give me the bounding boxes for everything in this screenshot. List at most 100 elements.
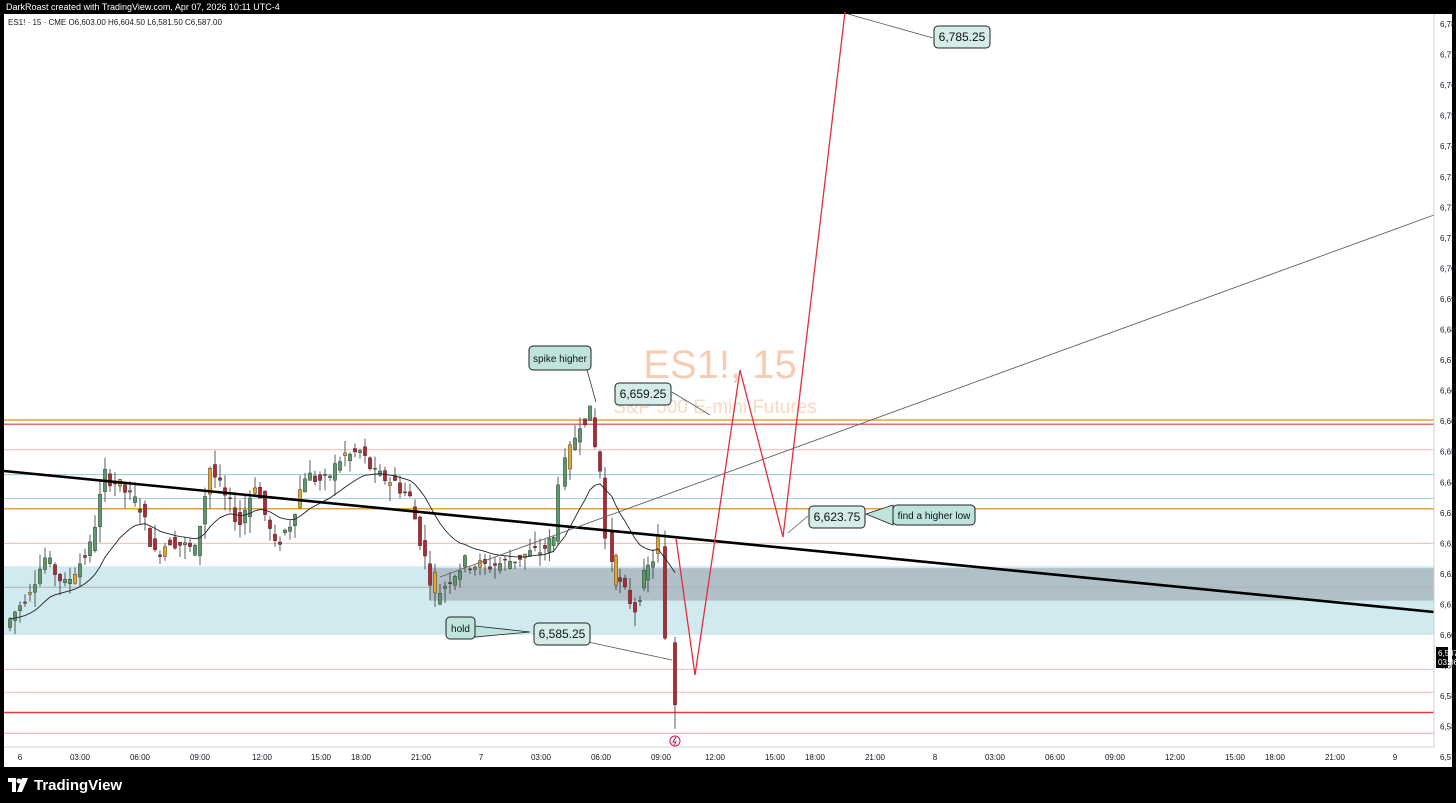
- candle-body: [23, 601, 27, 604]
- candle-body: [243, 510, 247, 524]
- candle-body: [158, 554, 162, 557]
- price-label-6623: [808, 505, 866, 529]
- candle-body: [48, 557, 52, 564]
- y-tick-label: 6,684.00: [1440, 326, 1456, 335]
- candle-body: [633, 602, 637, 613]
- pointer-line: [586, 369, 597, 403]
- candle-body: [323, 474, 327, 476]
- candle-body: [443, 585, 447, 589]
- candle-body: [68, 579, 72, 584]
- price-label-6659: [614, 382, 672, 406]
- candle-body: [623, 578, 627, 588]
- candle-body: [13, 611, 17, 621]
- candle-body: [493, 563, 497, 566]
- candle-body: [547, 538, 552, 553]
- event-marker-icon: [669, 735, 681, 747]
- candle-body: [610, 531, 614, 562]
- candle-body: [448, 582, 452, 584]
- candle-body: [453, 576, 457, 586]
- candle-body: [573, 437, 577, 450]
- x-tick-label: 21:00: [411, 753, 432, 762]
- x-tick-label: 21:00: [865, 753, 886, 762]
- candle-body: [308, 472, 312, 481]
- candle-body: [368, 457, 372, 469]
- candle-body: [646, 564, 650, 581]
- candle-body: [614, 555, 618, 586]
- candle-body: [283, 529, 287, 534]
- candle-body: [433, 572, 437, 594]
- candle-body: [188, 542, 192, 547]
- x-tick-label: 12:00: [705, 753, 726, 762]
- candle-body: [383, 470, 387, 482]
- candle-body: [488, 566, 492, 570]
- x-tick-label: 09:00: [1105, 753, 1126, 762]
- price-label-6785: [933, 25, 991, 49]
- price-label-6585: [533, 622, 591, 646]
- candle-body: [642, 570, 646, 589]
- support-zone: [4, 566, 1434, 635]
- price-label-6585-text: 6,585.25: [539, 627, 586, 641]
- candle-body: [603, 477, 607, 539]
- y-tick-label: 6,676.00: [1440, 356, 1456, 365]
- candle-body: [253, 487, 257, 494]
- x-tick-label: 12:00: [252, 753, 273, 762]
- x-tick-label: 06:00: [591, 753, 612, 762]
- y-tick-label: 6,652.00: [1440, 448, 1456, 457]
- footer-bar: [0, 767, 1456, 803]
- candle-body: [273, 534, 277, 541]
- candle-body: [8, 618, 12, 628]
- candle-body: [318, 474, 322, 481]
- higher-low-callout-text: find a higher low: [898, 511, 972, 522]
- y-tick-label: 6,700.00: [1440, 264, 1456, 273]
- candle-body: [173, 537, 177, 549]
- y-tick-label: 6,720.00: [1440, 203, 1456, 212]
- candle-body: [128, 490, 132, 493]
- candle-body: [551, 536, 556, 546]
- candle-body: [398, 482, 402, 494]
- price-label-6659-text: 6,659.25: [620, 387, 667, 401]
- candle-body: [583, 418, 587, 426]
- candle-body: [348, 454, 352, 462]
- candle-body: [578, 428, 582, 443]
- candle-body: [403, 491, 407, 494]
- y-tick-label: 6,660.00: [1440, 417, 1456, 426]
- y-tick-label: 6,780.00: [1440, 20, 1456, 29]
- candle-body: [258, 486, 262, 499]
- candle-body: [73, 574, 77, 584]
- candle-body: [63, 579, 67, 583]
- candle-body: [568, 444, 572, 470]
- x-tick-label: 03:00: [985, 753, 1006, 762]
- candle-body: [378, 470, 382, 476]
- x-tick-label: 12:00: [1165, 753, 1186, 762]
- x-tick-label: 09:00: [190, 753, 211, 762]
- symbol-info: ES1! · 15 · CME O6,603.00 H6,604.50 L6,5…: [8, 18, 222, 27]
- candle-body: [108, 473, 112, 487]
- candle-body: [263, 490, 267, 515]
- candle-body: [588, 405, 592, 421]
- candle-body: [43, 557, 47, 570]
- tradingview-logo[interactable]: TradingView: [8, 775, 122, 795]
- candle-body: [248, 497, 252, 517]
- candle-body: [153, 538, 157, 550]
- candle-body: [278, 541, 282, 545]
- candle-body: [28, 592, 32, 595]
- y-tick-label: 6,629.00: [1440, 539, 1456, 548]
- x-tick-label: 18:00: [805, 753, 826, 762]
- attribution-text: DarkRoast created with TradingView.com, …: [6, 2, 280, 12]
- candle-body: [651, 561, 655, 568]
- x-tick-label: 8: [933, 753, 938, 762]
- y-tick-label: 6,589.00: [1440, 692, 1456, 701]
- candle-body: [363, 446, 367, 456]
- candle-body: [463, 555, 467, 568]
- x-tick-label: 03:00: [70, 753, 91, 762]
- y-tick-label: 6,692.00: [1440, 295, 1456, 304]
- candle-body: [628, 590, 632, 604]
- x-tick-label: 18:00: [351, 753, 372, 762]
- candle-body: [58, 574, 62, 582]
- candle-body: [143, 503, 147, 518]
- candle-body: [333, 463, 337, 481]
- price-tag: [1436, 647, 1448, 668]
- candle-body: [388, 482, 392, 486]
- moving-average: [9, 473, 676, 620]
